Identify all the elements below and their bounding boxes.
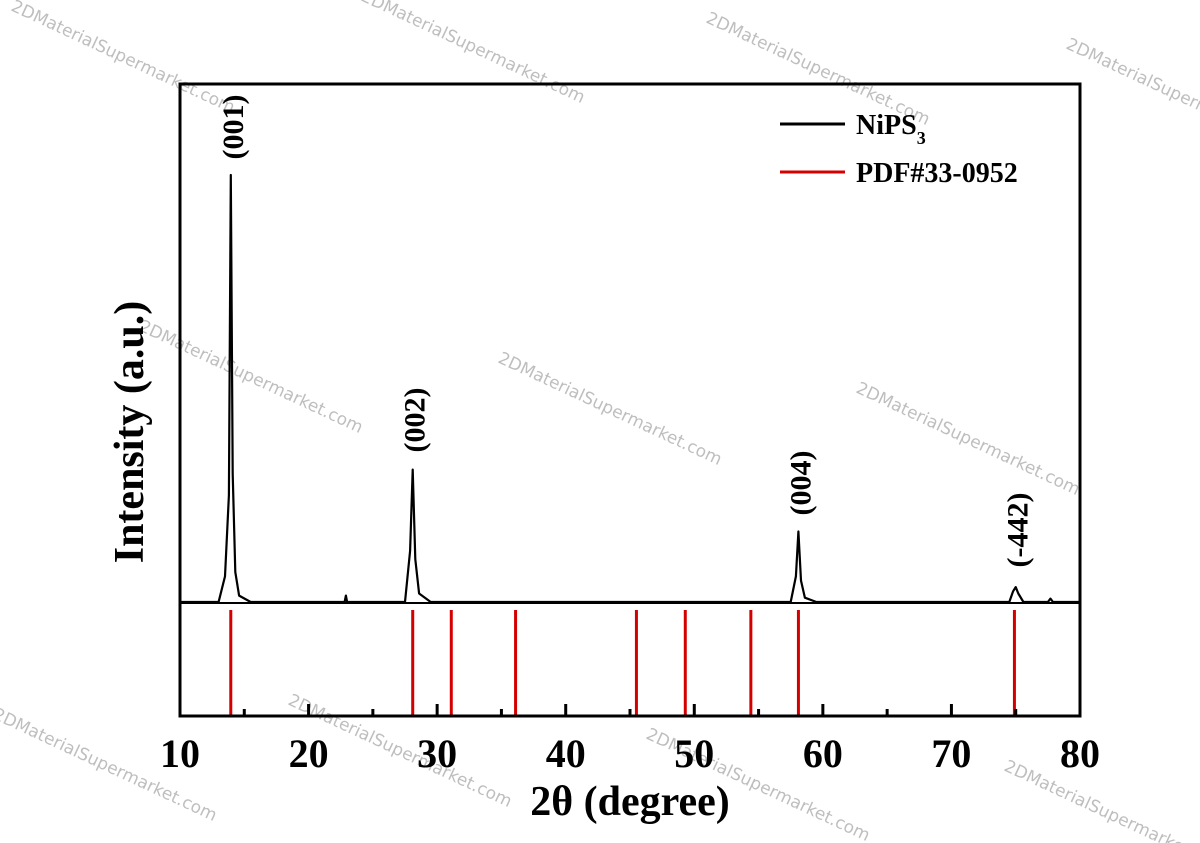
x-tick-label: 30 — [417, 731, 457, 776]
legend: NiPS3 PDF#33-0952 — [780, 110, 1018, 189]
watermark-text: 2DMaterialSupermarket.com — [495, 348, 725, 469]
xrd-pattern-line — [180, 173, 1080, 604]
watermark-text: 2DMaterialSupermarket.com — [8, 0, 238, 118]
x-tick-label: 50 — [674, 731, 714, 776]
reference-lines — [229, 610, 1016, 716]
watermark-text: 2DMaterialSupermarket.com — [358, 0, 588, 108]
x-axis-ticks: 10 20 30 40 50 60 70 80 — [160, 704, 1100, 776]
watermark-text: 2DMaterialSupermarket.com — [1063, 34, 1200, 155]
legend-label-pattern: NiPS3 — [856, 110, 926, 148]
peak-label: (-442) — [1002, 493, 1035, 568]
peak-annotations: (001) (002) (004) (-442) — [217, 95, 1035, 568]
x-tick-label: 60 — [803, 731, 843, 776]
peak-label: (001) — [217, 95, 250, 160]
watermark-text: 2DMaterialSupermarket.com — [853, 378, 1083, 499]
x-tick-label: 20 — [289, 731, 329, 776]
watermark-text: 2DMaterialSupermarket.com — [136, 316, 366, 437]
legend-label-reference: PDF#33-0952 — [856, 158, 1018, 189]
x-tick-label: 40 — [546, 731, 586, 776]
peak-label: (004) — [784, 451, 817, 516]
watermark-text: 2DMaterialSupermarket.com — [1001, 756, 1200, 843]
x-axis-label: 2θ (degree) — [530, 779, 730, 825]
y-axis-label: Intensity (a.u.) — [107, 301, 153, 564]
x-tick-label: 10 — [160, 731, 200, 776]
x-tick-label: 70 — [931, 731, 971, 776]
peak-label: (002) — [399, 388, 432, 453]
x-tick-label: 80 — [1060, 731, 1100, 776]
